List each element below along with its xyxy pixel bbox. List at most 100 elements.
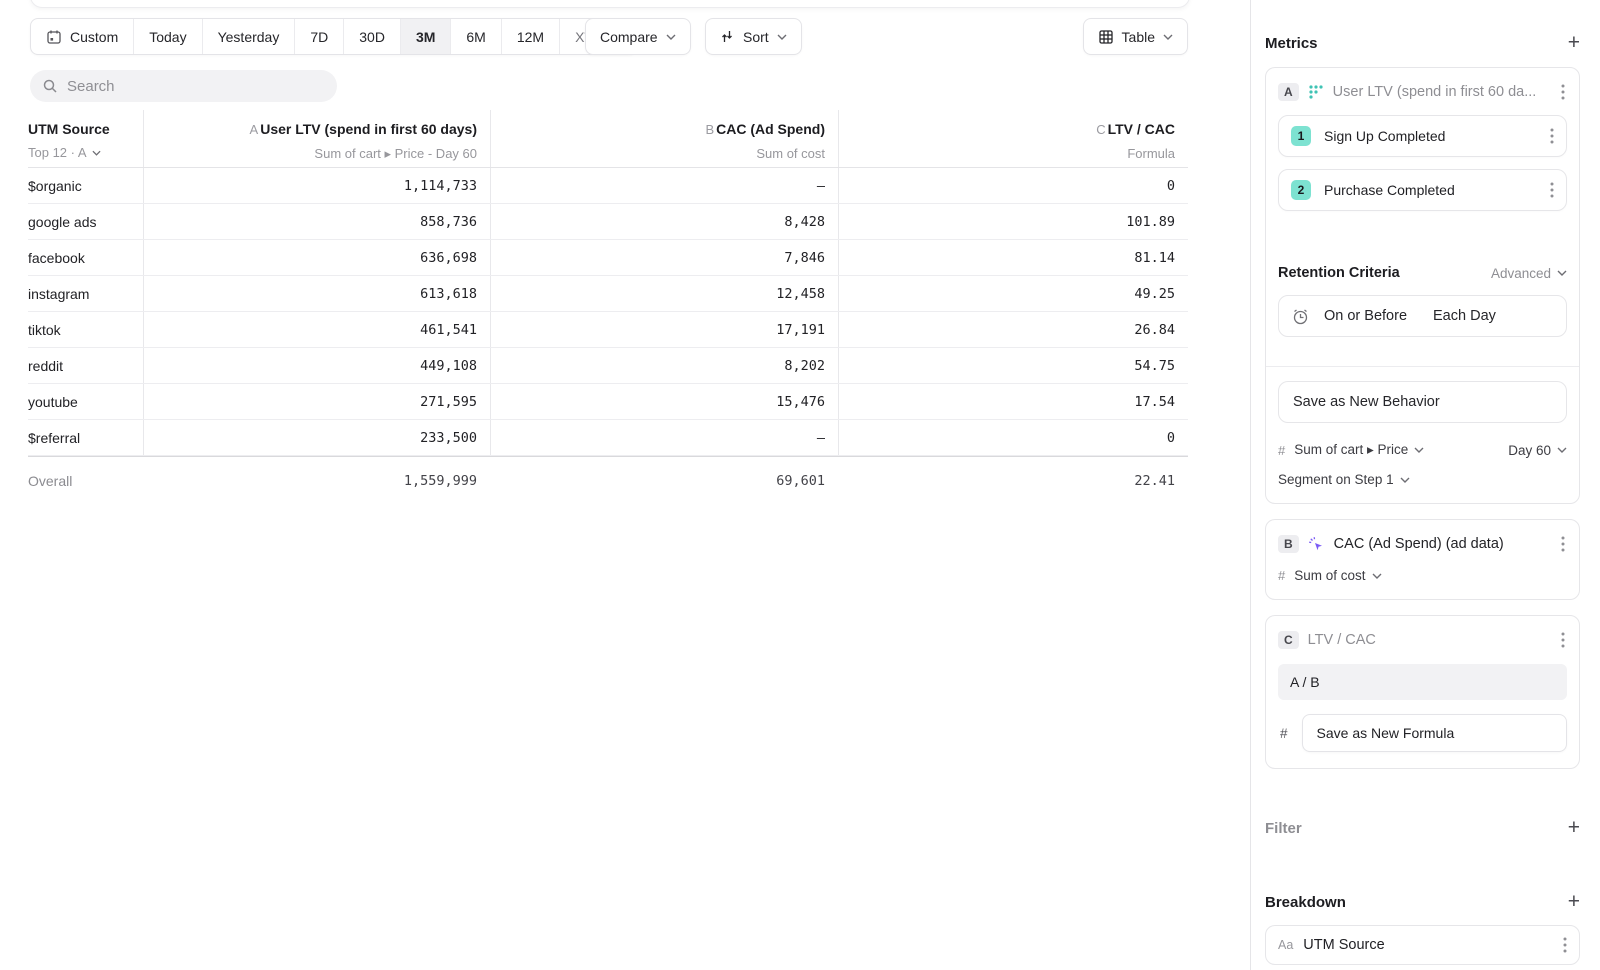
metric-a-header: A User LTV (spend in first 60 da... [1278,81,1567,103]
breakdown-label: Breakdown [1265,893,1346,911]
text-property-icon: Aa [1278,938,1294,952]
aggregation-property-dropdown[interactable]: Sum of cost [1294,568,1382,583]
step-number-badge: 1 [1291,126,1311,146]
save-as-new-behavior-button[interactable]: Save as New Behavior [1278,381,1567,423]
table-row[interactable]: $organic 1,114,733 – 0 [28,168,1188,204]
kebab-menu-icon[interactable] [1559,534,1567,554]
metric-a-aggregation-row: # Sum of cart ▸ Price Day 60 [1278,442,1567,458]
kebab-menu-icon[interactable] [1559,630,1567,650]
calendar-icon [46,29,62,45]
column-header-metric-a[interactable]: A User LTV (spend in first 60 days) Sum o… [143,110,490,167]
compare-button[interactable]: Compare [585,18,691,55]
date-range-today[interactable]: Today [133,19,201,54]
search-input[interactable] [67,77,325,95]
chevron-down-icon [777,34,787,40]
metric-card-a: A User LTV (spend in first 60 da... 1 Si… [1265,67,1580,504]
metric-card-c: C LTV / CAC A / B # Save as New Formula [1265,615,1580,769]
kebab-menu-icon[interactable] [1561,935,1569,955]
breakdown-section-header: Breakdown + [1265,890,1580,913]
criteria-operator[interactable]: On or Before [1324,308,1408,324]
query-builder-sidebar: Metrics + A User LTV (spend in first 60 … [1250,0,1600,970]
date-range-custom[interactable]: Custom [31,19,133,54]
table-grid-icon [1098,29,1114,45]
chevron-down-icon [1557,447,1567,453]
date-range-yesterday[interactable]: Yesterday [201,19,295,54]
metric-b-aggregation-row: # Sum of cost [1278,568,1567,583]
date-range-7d[interactable]: 7D [294,19,343,54]
step-number-badge: 2 [1291,180,1311,200]
column-header-utm-source[interactable]: UTM Source Top 12 · A [28,121,110,160]
chevron-down-icon [666,34,676,40]
ad-data-icon [1308,536,1325,553]
number-type-icon: # [1280,725,1288,741]
chevron-down-icon [1400,477,1410,483]
chevron-down-icon [1372,573,1382,579]
add-breakdown-button[interactable]: + [1567,890,1580,913]
kebab-menu-icon[interactable] [1548,126,1556,146]
number-type-icon: # [1278,568,1286,583]
table-row[interactable]: tiktok 461,541 17,191 26.84 [28,312,1188,348]
funnel-step-2[interactable]: 2 Purchase Completed [1278,169,1567,211]
advanced-dropdown[interactable]: Advanced [1491,266,1567,281]
formula-input[interactable]: A / B [1278,664,1567,700]
metric-c-title[interactable]: LTV / CAC [1307,632,1376,648]
day-window-dropdown[interactable]: Day 60 [1508,443,1567,458]
metrics-section-header: Metrics + [1265,31,1580,54]
sort-button[interactable]: Sort [705,18,802,55]
save-as-new-formula-button[interactable]: Save as New Formula [1301,714,1567,752]
search-bar [30,70,337,102]
retention-criteria-header: Retention Criteria Advanced [1278,265,1567,281]
metric-letter-badge: B [1278,535,1299,553]
date-range-6m[interactable]: 6M [450,19,500,54]
aggregation-property-dropdown[interactable]: Sum of cart ▸ Price [1294,442,1424,458]
table-row[interactable]: facebook 636,698 7,846 81.14 [28,240,1188,276]
chevron-down-icon [1557,270,1567,276]
date-range-3m-selected[interactable]: 3M [399,19,451,54]
view-type-button[interactable]: Table [1082,18,1188,55]
segment-on-step-dropdown[interactable]: Segment on Step 1 [1278,472,1567,487]
add-filter-button[interactable]: + [1567,816,1580,839]
metric-a-title[interactable]: User LTV (spend in first 60 da... [1332,84,1537,100]
add-metric-button[interactable]: + [1567,31,1580,54]
date-range-12m[interactable]: 12M [500,19,559,54]
kebab-menu-icon[interactable] [1548,180,1556,200]
filter-label: Filter [1265,819,1302,837]
search-icon [42,78,58,94]
divider [1266,366,1579,367]
metric-letter-badge: A [1278,83,1299,101]
table-row[interactable]: youtube 271,595 15,476 17.54 [28,384,1188,420]
table-row[interactable]: $referral 233,500 – 0 [28,420,1188,456]
funnel-step-1[interactable]: 1 Sign Up Completed [1278,115,1567,157]
date-range-30d[interactable]: 30D [343,19,400,54]
table-header-row: UTM Source Top 12 · A A User LTV (spend i… [28,110,1188,168]
column-header-metric-c[interactable]: C LTV / CAC Formula [838,110,1188,167]
results-table: UTM Source Top 12 · A A User LTV (spend i… [28,110,1188,504]
column-header-metric-b[interactable]: B CAC (Ad Spend) Sum of cost [490,110,838,167]
kebab-menu-icon[interactable] [1559,82,1567,102]
breakdown-item-utm-source[interactable]: Aa UTM Source [1265,925,1580,965]
metric-letter-badge: C [1278,631,1299,649]
sort-arrows-icon [720,29,735,44]
metric-b-title[interactable]: CAC (Ad Spend) (ad data) [1333,536,1504,552]
table-row[interactable]: google ads 858,736 8,428 101.89 [28,204,1188,240]
filter-section-header: Filter + [1265,816,1580,839]
table-row[interactable]: reddit 449,108 8,202 54.75 [28,348,1188,384]
criteria-period[interactable]: Each Day [1433,308,1496,324]
metric-b-header: B CAC (Ad Spend) (ad data) [1278,533,1567,555]
metric-c-header: C LTV / CAC [1278,629,1567,651]
table-overall-row: Overall 1,559,999 69,601 22.41 [28,456,1188,504]
main-content: Custom Today Yesterday 7D 30D 3M 6M 12M … [28,0,1190,504]
alarm-clock-icon [1291,307,1310,326]
metric-card-b: B CAC (Ad Spend) (ad data) # S [1265,519,1580,600]
retention-criteria-card[interactable]: On or Before Each Day [1278,295,1567,337]
date-range-selector: Custom Today Yesterday 7D 30D 3M 6M 12M … [30,18,638,55]
number-type-icon: # [1278,442,1286,458]
table-row[interactable]: instagram 613,618 12,458 49.25 [28,276,1188,312]
chart-card-edge [30,0,1190,8]
chevron-down-icon [1163,34,1173,40]
metric-c-footer-row: # Save as New Formula [1278,714,1567,752]
behavior-metric-icon [1308,84,1324,100]
chevron-down-icon [92,150,101,156]
metrics-label: Metrics [1265,34,1318,52]
